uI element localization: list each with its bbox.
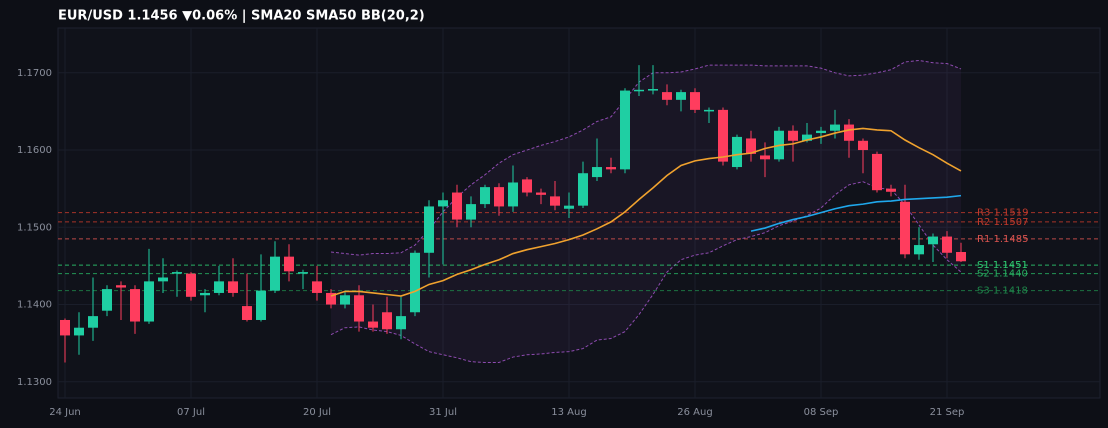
candle-body xyxy=(844,124,854,141)
candle-body xyxy=(74,327,84,336)
level-label: R3 1.1519 xyxy=(977,208,1028,219)
y-tick-label: 1.1400 xyxy=(17,300,52,311)
candle-body xyxy=(410,252,420,313)
candle-body xyxy=(872,153,882,191)
candle-body xyxy=(676,92,686,100)
candle-body xyxy=(340,295,350,305)
candle-body xyxy=(172,272,182,274)
level-label: R2 1.1507 xyxy=(977,217,1028,228)
candle-body xyxy=(368,321,378,328)
level-label: S2 1.1440 xyxy=(977,269,1028,280)
candle-body xyxy=(228,281,238,293)
candle-body xyxy=(354,295,364,322)
candle-body xyxy=(88,316,98,328)
candle-body xyxy=(312,281,322,293)
level-label: R1 1.1485 xyxy=(977,234,1028,245)
candle-body xyxy=(690,92,700,110)
candle-body xyxy=(424,206,434,253)
candle-body xyxy=(592,167,602,178)
candle-body xyxy=(60,319,70,336)
candle-body xyxy=(620,90,630,170)
candle-body xyxy=(746,138,756,154)
candle-body xyxy=(396,316,406,330)
candle-body xyxy=(242,306,252,320)
y-tick-label: 1.1300 xyxy=(17,377,52,388)
x-tick-label: 07 Jul xyxy=(177,407,205,418)
candle-body xyxy=(942,236,952,253)
candle-body xyxy=(900,201,910,255)
candle-body xyxy=(886,188,896,192)
candle-body xyxy=(760,155,770,160)
x-tick-label: 21 Sep xyxy=(930,407,965,418)
candle-body xyxy=(634,89,644,92)
candle-body xyxy=(214,281,224,293)
candle-body xyxy=(382,312,392,330)
candle-body xyxy=(802,134,812,141)
candle-body xyxy=(536,192,546,195)
candle-body xyxy=(270,256,280,291)
candle-body xyxy=(298,272,308,274)
candle-body xyxy=(284,256,294,272)
candle-body xyxy=(732,136,742,168)
candle-body xyxy=(200,292,210,296)
x-tick-label: 24 Jun xyxy=(49,407,81,418)
candle-body xyxy=(326,292,336,305)
candle-body xyxy=(928,236,938,245)
candle-body xyxy=(858,140,868,151)
candle-body xyxy=(648,89,658,91)
candle-body xyxy=(550,196,560,206)
candle-body xyxy=(158,277,168,282)
candle-body xyxy=(256,290,266,320)
y-tick-label: 1.1700 xyxy=(17,68,52,79)
candle-body xyxy=(452,192,462,220)
candle-body xyxy=(830,124,840,131)
candle-body xyxy=(186,273,196,297)
candle-body xyxy=(578,173,588,206)
band-line xyxy=(330,181,962,363)
candle-body xyxy=(438,200,448,207)
candle-body xyxy=(788,130,798,141)
candle-body xyxy=(144,281,154,322)
y-tick-label: 1.1600 xyxy=(17,145,52,156)
candle-body xyxy=(102,289,112,311)
candle-body xyxy=(522,179,532,193)
candle-body xyxy=(704,109,714,112)
chart-title: EUR/USD 1.1456 ▼0.06% | SMA20 SMA50 BB(2… xyxy=(58,9,425,24)
candle-body xyxy=(480,187,490,205)
x-tick-label: 13 Aug xyxy=(551,407,586,418)
ma-line xyxy=(750,194,962,232)
x-tick-label: 20 Jul xyxy=(303,407,331,418)
candle-body xyxy=(466,204,476,220)
candle-body xyxy=(606,167,616,170)
candle-body xyxy=(130,289,140,322)
level-label: S1 1.1451 xyxy=(977,260,1028,271)
candle-body xyxy=(956,252,966,262)
candle-body xyxy=(914,245,924,255)
candle-body xyxy=(508,182,518,207)
y-tick-label: 1.1500 xyxy=(17,222,52,233)
candle-body xyxy=(816,130,826,134)
level-label: S3 1.1418 xyxy=(977,286,1028,297)
candle-body xyxy=(116,285,126,288)
x-tick-label: 26 Aug xyxy=(677,407,712,418)
x-tick-label: 08 Sep xyxy=(804,407,839,418)
candle-body xyxy=(494,187,504,207)
candle-body xyxy=(662,92,672,100)
x-tick-label: 31 Jul xyxy=(429,407,457,418)
candle-body xyxy=(564,205,574,209)
candle-body xyxy=(718,109,728,162)
band-line xyxy=(330,59,962,256)
ma-line xyxy=(330,127,962,297)
